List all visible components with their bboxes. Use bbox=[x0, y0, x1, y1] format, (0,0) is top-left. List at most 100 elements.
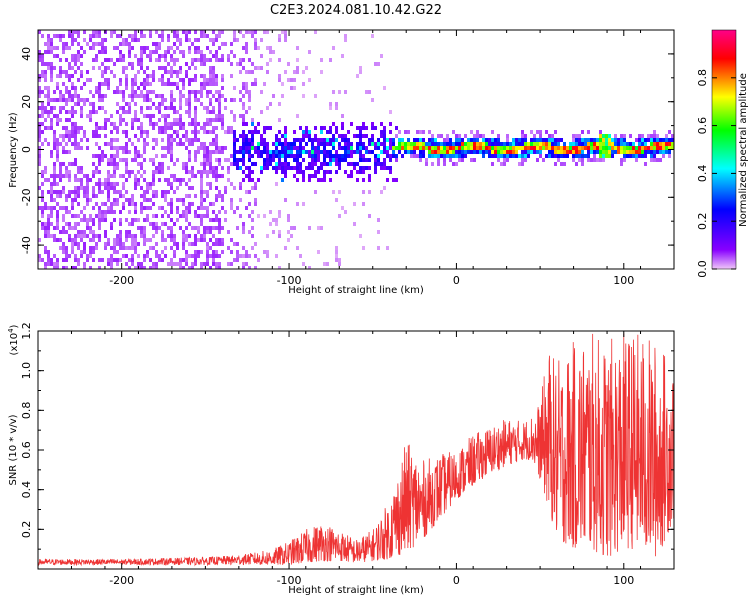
spectrogram-cell bbox=[446, 146, 449, 150]
spectrogram-cell bbox=[221, 42, 224, 46]
spectrogram-cell bbox=[137, 178, 140, 182]
spectrogram-cell bbox=[263, 130, 266, 134]
spectrogram-cell bbox=[491, 150, 494, 154]
spectrogram-cell bbox=[242, 222, 245, 226]
spectrogram-cell bbox=[221, 238, 224, 242]
spectrogram-cell bbox=[212, 210, 215, 214]
spectrogram-cell bbox=[125, 134, 128, 138]
spectrogram-cell bbox=[269, 50, 272, 54]
spectrogram-cell bbox=[65, 222, 68, 226]
spectrogram-cell bbox=[362, 166, 365, 170]
spectrogram-cell bbox=[170, 238, 173, 242]
spectrogram-cell bbox=[161, 238, 164, 242]
spectrogram-cell bbox=[74, 90, 77, 94]
spectrogram-cell bbox=[176, 70, 179, 74]
spectrogram-cell bbox=[200, 174, 203, 178]
spectrogram-cell bbox=[323, 138, 326, 142]
spectrogram-cell bbox=[641, 150, 644, 154]
spectrogram-cell bbox=[548, 138, 551, 142]
spectrogram-cell bbox=[149, 158, 152, 162]
spectrogram-cell bbox=[305, 142, 308, 146]
spectrogram-cell bbox=[134, 30, 137, 34]
spectrogram-cell bbox=[251, 62, 254, 66]
spectrogram-cell bbox=[125, 42, 128, 46]
spectrogram-cell bbox=[260, 166, 263, 170]
spectrogram-cell bbox=[62, 246, 65, 250]
spectrogram-cell bbox=[269, 150, 272, 154]
spectrogram-cell bbox=[71, 98, 74, 102]
spectrogram-cell bbox=[140, 162, 143, 166]
spectrogram-cell bbox=[119, 234, 122, 238]
spectrogram-cell bbox=[38, 86, 41, 90]
spectrogram-cell bbox=[47, 218, 50, 222]
spectrogram-cell bbox=[83, 130, 86, 134]
spectrogram-cell bbox=[245, 174, 248, 178]
spectrogram-cell bbox=[428, 150, 431, 154]
spectrogram-cell bbox=[167, 38, 170, 42]
spectrogram-cell bbox=[98, 42, 101, 46]
spectrogram-cell bbox=[488, 138, 491, 142]
spectrogram-cell bbox=[173, 34, 176, 38]
spectrogram-cell bbox=[641, 134, 644, 138]
spectrogram-cell bbox=[77, 202, 80, 206]
spectrogram-cell bbox=[584, 146, 587, 150]
spectrogram-cell bbox=[197, 170, 200, 174]
spectrogram-cell bbox=[185, 146, 188, 150]
spectrogram-cell bbox=[227, 230, 230, 234]
spectrogram-cell bbox=[662, 142, 665, 146]
spectrogram-cell bbox=[41, 258, 44, 262]
spectrogram-cell bbox=[356, 178, 359, 182]
spectrogram-cell bbox=[287, 166, 290, 170]
spectrogram-cell bbox=[521, 130, 524, 134]
spectrogram-cell bbox=[446, 134, 449, 138]
spectrogram-cell bbox=[212, 166, 215, 170]
spectrogram-cell bbox=[59, 194, 62, 198]
spectrogram-cell bbox=[209, 166, 212, 170]
spectrogram-cell bbox=[209, 82, 212, 86]
spectrogram-cell bbox=[230, 126, 233, 130]
spectrogram-cell bbox=[65, 70, 68, 74]
spectrogram-cell bbox=[206, 118, 209, 122]
spectrogram-cell bbox=[644, 154, 647, 158]
spectrogram-cell bbox=[170, 66, 173, 70]
spectrogram-cell bbox=[344, 154, 347, 158]
spectrogram-cell bbox=[266, 162, 269, 166]
spectrogram-cell bbox=[119, 90, 122, 94]
spectrogram-cell bbox=[143, 218, 146, 222]
spectrogram-cell bbox=[95, 166, 98, 170]
spectrogram-cell bbox=[122, 66, 125, 70]
spectrogram-cell bbox=[581, 130, 584, 134]
spectrogram-cell bbox=[434, 154, 437, 158]
spectrogram-cell bbox=[203, 198, 206, 202]
spectrogram-cell bbox=[215, 242, 218, 246]
spectrogram-cell bbox=[461, 138, 464, 142]
spectrogram-cell bbox=[230, 238, 233, 242]
spectrogram-cell bbox=[41, 214, 44, 218]
spectrogram-cell bbox=[125, 146, 128, 150]
spectrogram-cell bbox=[284, 174, 287, 178]
spectrogram-cell bbox=[647, 150, 650, 154]
spectrogram-cell bbox=[158, 102, 161, 106]
spectrogram-cell bbox=[215, 58, 218, 62]
spectrogram-cell bbox=[107, 66, 110, 70]
spectrogram-cell bbox=[65, 86, 68, 90]
spectrogram-cell bbox=[104, 82, 107, 86]
spectrogram-cell bbox=[512, 142, 515, 146]
spectrogram-cell bbox=[605, 134, 608, 138]
spectrogram-cell bbox=[332, 46, 335, 50]
spectrogram-cell bbox=[134, 74, 137, 78]
spectrogram-cell bbox=[134, 186, 137, 190]
spectrogram-cell bbox=[338, 142, 341, 146]
spectrogram-cell bbox=[182, 198, 185, 202]
spectrogram-cell bbox=[179, 106, 182, 110]
spectrogram-cell bbox=[110, 142, 113, 146]
spectrogram-cell bbox=[170, 106, 173, 110]
spectrogram-cell bbox=[200, 86, 203, 90]
spectrogram-cell bbox=[383, 134, 386, 138]
spectrogram-cell bbox=[95, 194, 98, 198]
spectrogram-cell bbox=[218, 30, 221, 34]
spectrogram-cell bbox=[308, 174, 311, 178]
spectrogram-cell bbox=[140, 34, 143, 38]
spectrogram-cell bbox=[287, 62, 290, 66]
